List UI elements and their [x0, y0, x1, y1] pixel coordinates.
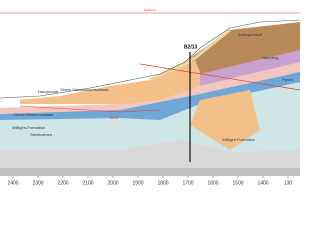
borehole-label: B2/13: [184, 44, 198, 50]
orange-layer: [20, 60, 200, 104]
layer-label: Hangschutt: [38, 89, 59, 94]
fault-line: [139, 63, 300, 91]
layer-label: Hauptrog: [262, 55, 278, 60]
summit-label: Zellerguetsch: [238, 32, 262, 37]
axis-label: 2200: [57, 180, 68, 186]
layer-label: Obere Marinemolasse: [14, 112, 54, 117]
axis-label: 2300: [32, 180, 43, 186]
hangschutt-band: [149, 28, 231, 82]
axis-label: 2000: [107, 180, 118, 186]
axis-label: 1800: [157, 180, 168, 186]
axis-label: 1400: [257, 180, 268, 186]
pink-layer: [0, 58, 300, 114]
layer-label: Willigen Formation: [222, 137, 255, 142]
bok-line: [19, 105, 161, 113]
brown-layer: [190, 22, 300, 74]
purple-layer: [200, 48, 300, 86]
axis-label: 130: [284, 180, 293, 186]
axis-label: 2400: [7, 180, 18, 186]
layer-label: BOK: [110, 115, 119, 120]
cross-section: Referenz B2/13 Zellerguetsch Hangschutt O…: [0, 7, 300, 187]
axis-label: 1900: [132, 180, 143, 186]
axis-label: 2100: [82, 180, 93, 186]
axis-label: 1600: [207, 180, 218, 186]
layer-label: Obere Süsswassermolasse: [60, 87, 109, 92]
reference-label: Referenz: [144, 8, 157, 12]
axis-band: [0, 168, 300, 176]
orange-layer-right: [190, 90, 260, 150]
layer-label: Steinbalmen: [30, 132, 52, 137]
layer-label: Willigen-Formation: [12, 125, 45, 130]
layer-label: Flysch: [282, 77, 294, 82]
axis-label: 1700: [182, 180, 193, 186]
terrain: [0, 19, 300, 99]
axis-label: 1500: [232, 180, 243, 186]
